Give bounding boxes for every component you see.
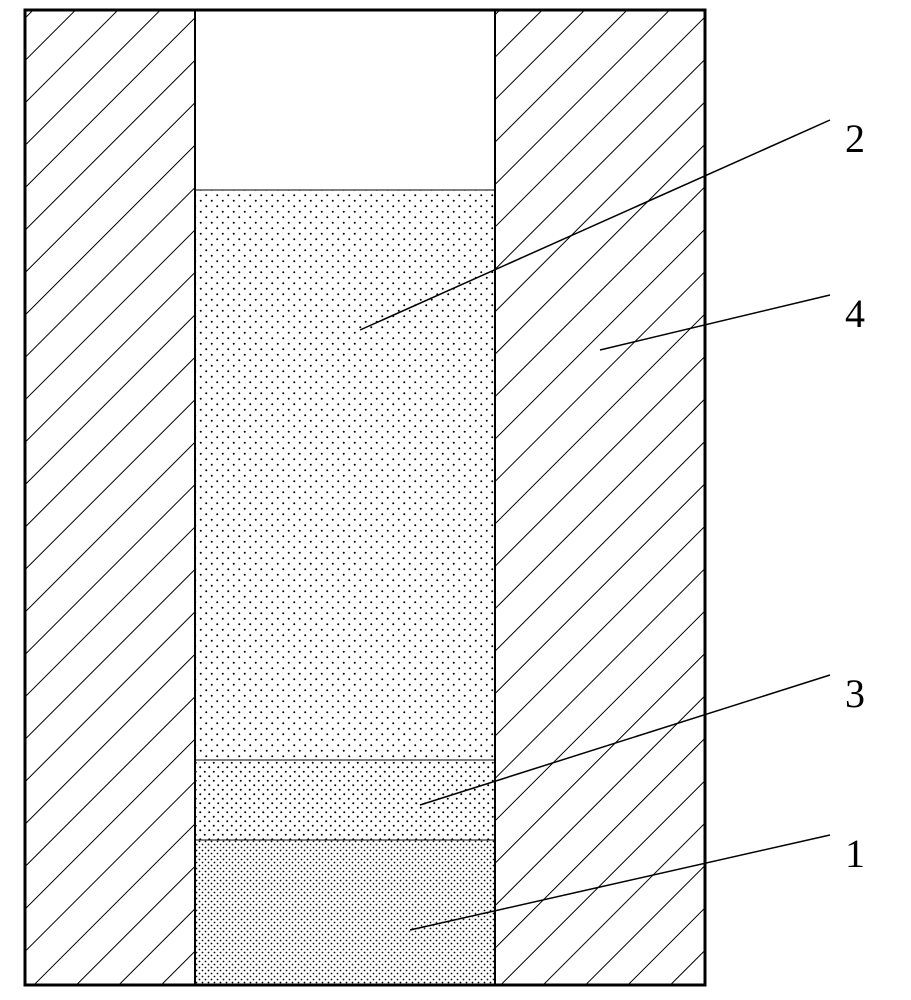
- callout-label-2: 2: [845, 115, 865, 162]
- diagram-svg: [0, 0, 911, 1000]
- callout-label-3: 3: [845, 670, 865, 717]
- callout-label-4: 4: [845, 290, 865, 337]
- diagram-stage: 2 4 3 1: [0, 0, 911, 1000]
- callout-label-1: 1: [845, 830, 865, 877]
